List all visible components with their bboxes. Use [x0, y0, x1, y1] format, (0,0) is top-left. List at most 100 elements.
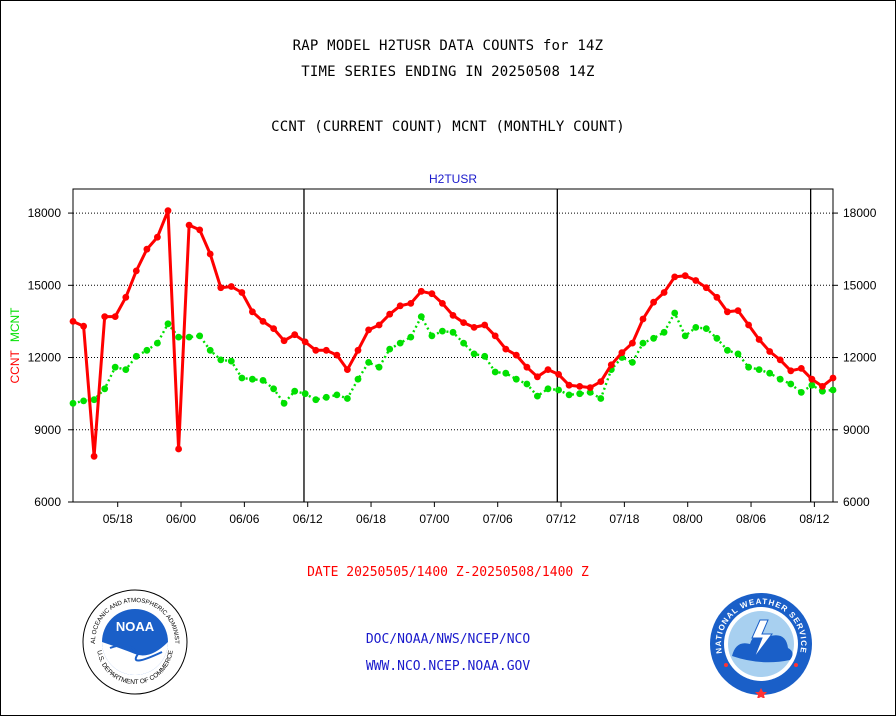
data-point-ccnt: [797, 365, 805, 372]
chart-title-line1: RAP MODEL H2TUSR DATA COUNTS for 14Z: [292, 38, 604, 54]
data-point-ccnt: [660, 289, 668, 296]
data-point-mcnt: [460, 339, 467, 347]
data-point-ccnt: [101, 313, 109, 320]
x-tick-label: 08/06: [736, 512, 766, 526]
nws-logo: NATIONAL WEATHER SERVICE: [710, 593, 812, 698]
data-point-ccnt: [460, 319, 467, 326]
data-point-ccnt: [745, 321, 752, 329]
data-point-mcnt: [502, 369, 510, 377]
x-tick-label: 08/00: [673, 512, 703, 526]
data-point-mcnt: [797, 389, 805, 396]
data-point-mcnt: [534, 392, 541, 400]
data-point-ccnt: [724, 308, 731, 316]
data-point-mcnt: [111, 363, 119, 371]
data-point-mcnt: [175, 333, 183, 341]
y-tick-label-right: 6000: [843, 495, 870, 509]
data-point-ccnt: [291, 331, 299, 339]
data-point-ccnt: [344, 366, 351, 373]
y-axis-label-mcnt: MCNT: [8, 307, 22, 342]
data-point-mcnt: [713, 334, 721, 342]
y-axis-label: CCNT MCNT: [8, 307, 22, 384]
data-point-mcnt: [80, 397, 87, 405]
data-point-ccnt: [671, 273, 679, 281]
data-point-ccnt: [565, 381, 573, 389]
data-point-ccnt: [639, 315, 647, 323]
data-point-mcnt: [734, 350, 742, 358]
data-point-ccnt: [90, 452, 98, 460]
data-point-ccnt: [692, 277, 700, 284]
data-point-mcnt: [491, 368, 499, 376]
data-point-mcnt: [164, 320, 172, 328]
data-point-ccnt: [132, 267, 140, 275]
data-point-mcnt: [639, 339, 647, 347]
data-point-mcnt: [439, 327, 446, 335]
website-link[interactable]: WWW.NCO.NCEP.NOAA.GOV: [365, 659, 531, 674]
data-point-ccnt: [196, 226, 204, 234]
data-point-mcnt: [333, 391, 341, 399]
data-point-ccnt: [312, 346, 320, 354]
data-point-ccnt: [217, 284, 225, 292]
data-point-ccnt: [280, 337, 288, 345]
x-tick-label: 06/18: [356, 512, 386, 526]
data-point-ccnt: [111, 313, 119, 320]
data-point-mcnt: [576, 390, 584, 398]
data-point-ccnt: [270, 325, 277, 332]
data-point-mcnt: [386, 345, 394, 353]
data-point-mcnt: [407, 333, 415, 341]
y-tick-label-left: 18000: [28, 206, 62, 220]
data-point-mcnt: [766, 369, 774, 377]
data-point-mcnt: [745, 363, 752, 371]
data-point-ccnt: [80, 322, 87, 330]
plot-title: H2TUSR: [429, 172, 477, 186]
data-point-ccnt: [650, 298, 657, 306]
data-point-ccnt: [491, 332, 499, 340]
data-point-mcnt: [196, 332, 204, 340]
data-point-ccnt: [164, 207, 172, 215]
x-tick-label: 06/00: [166, 512, 196, 526]
data-point-mcnt: [143, 346, 151, 354]
data-point-mcnt: [365, 359, 372, 366]
data-point-mcnt: [597, 395, 605, 402]
data-point-mcnt: [586, 389, 594, 396]
data-point-mcnt: [702, 325, 710, 332]
data-point-mcnt: [755, 366, 763, 373]
data-point-ccnt: [69, 318, 77, 325]
data-point-ccnt: [154, 233, 161, 241]
noaa-logo-text: NOAA: [116, 619, 155, 634]
data-point-ccnt: [544, 366, 552, 373]
data-point-mcnt: [344, 395, 351, 402]
data-point-ccnt: [301, 338, 309, 346]
data-point-mcnt: [470, 350, 478, 358]
data-point-mcnt: [776, 375, 784, 383]
data-point-mcnt: [660, 328, 668, 336]
data-point-mcnt: [206, 346, 214, 354]
x-tick-label: 07/06: [483, 512, 513, 526]
data-point-ccnt: [502, 345, 510, 353]
data-point-mcnt: [555, 386, 562, 394]
data-point-mcnt: [270, 385, 277, 393]
data-point-ccnt: [227, 283, 235, 290]
data-point-ccnt: [470, 324, 478, 331]
data-point-ccnt: [534, 373, 541, 381]
data-point-mcnt: [544, 385, 552, 393]
y-tick-label-right: 9000: [843, 423, 870, 437]
data-point-mcnt: [322, 393, 330, 401]
y-tick-label-right: 12000: [843, 351, 877, 365]
data-point-mcnt: [185, 333, 193, 341]
data-point-ccnt: [555, 371, 562, 378]
data-point-mcnt: [671, 309, 679, 317]
legend-description: CCNT (CURRENT COUNT) MCNT (MONTHLY COUNT…: [271, 119, 625, 135]
data-point-mcnt: [449, 328, 457, 336]
data-point-ccnt: [586, 384, 594, 391]
plot-border: [72, 188, 834, 503]
data-point-ccnt: [259, 318, 267, 325]
data-point-mcnt: [819, 387, 826, 395]
data-point-mcnt: [724, 346, 731, 354]
data-point-ccnt: [819, 383, 826, 390]
data-point-mcnt: [249, 375, 256, 383]
org-path-link[interactable]: DOC/NOAA/NWS/NCEP/NCO: [365, 632, 531, 647]
data-point-mcnt: [692, 324, 700, 331]
data-point-ccnt: [396, 302, 404, 310]
data-point-ccnt: [249, 308, 256, 316]
date-range-label: DATE 20250505/1400 Z-20250508/1400 Z: [307, 565, 589, 580]
